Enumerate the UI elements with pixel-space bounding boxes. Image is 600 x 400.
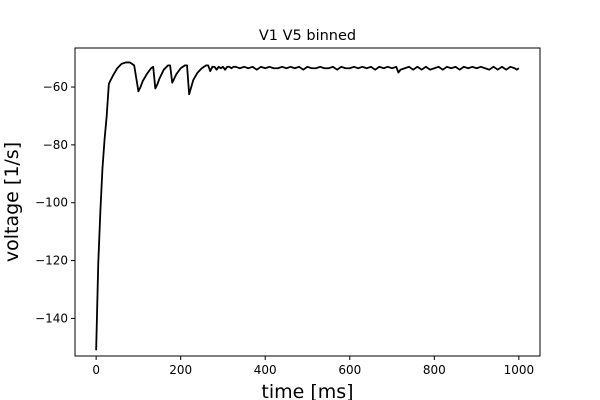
chart-title: V1 V5 binned — [259, 28, 356, 44]
y-tick-label: −100 — [35, 196, 68, 210]
x-tick-label: 600 — [338, 363, 361, 377]
y-tick-label: −60 — [43, 80, 68, 94]
x-tick-label: 1000 — [504, 363, 535, 377]
plot-area — [95, 61, 520, 351]
y-tick-label: −140 — [35, 311, 68, 325]
x-tick-label: 800 — [423, 363, 446, 377]
plot-frame — [74, 47, 541, 357]
y-axis-label: voltage [1/s] — [1, 142, 23, 262]
y-tick-label: −80 — [43, 138, 68, 152]
y-tick-label: −120 — [35, 254, 68, 268]
x-tick-label: 200 — [169, 363, 192, 377]
x-axis: 0 200 400 600 800 1000 — [92, 356, 534, 377]
x-axis-label: time [ms] — [261, 381, 353, 400]
x-tick-label: 400 — [254, 363, 277, 377]
series-line-0 — [95, 61, 520, 351]
y-axis: −60 −80 −100 −120 −140 — [35, 80, 75, 325]
x-tick-label: 0 — [92, 363, 100, 377]
